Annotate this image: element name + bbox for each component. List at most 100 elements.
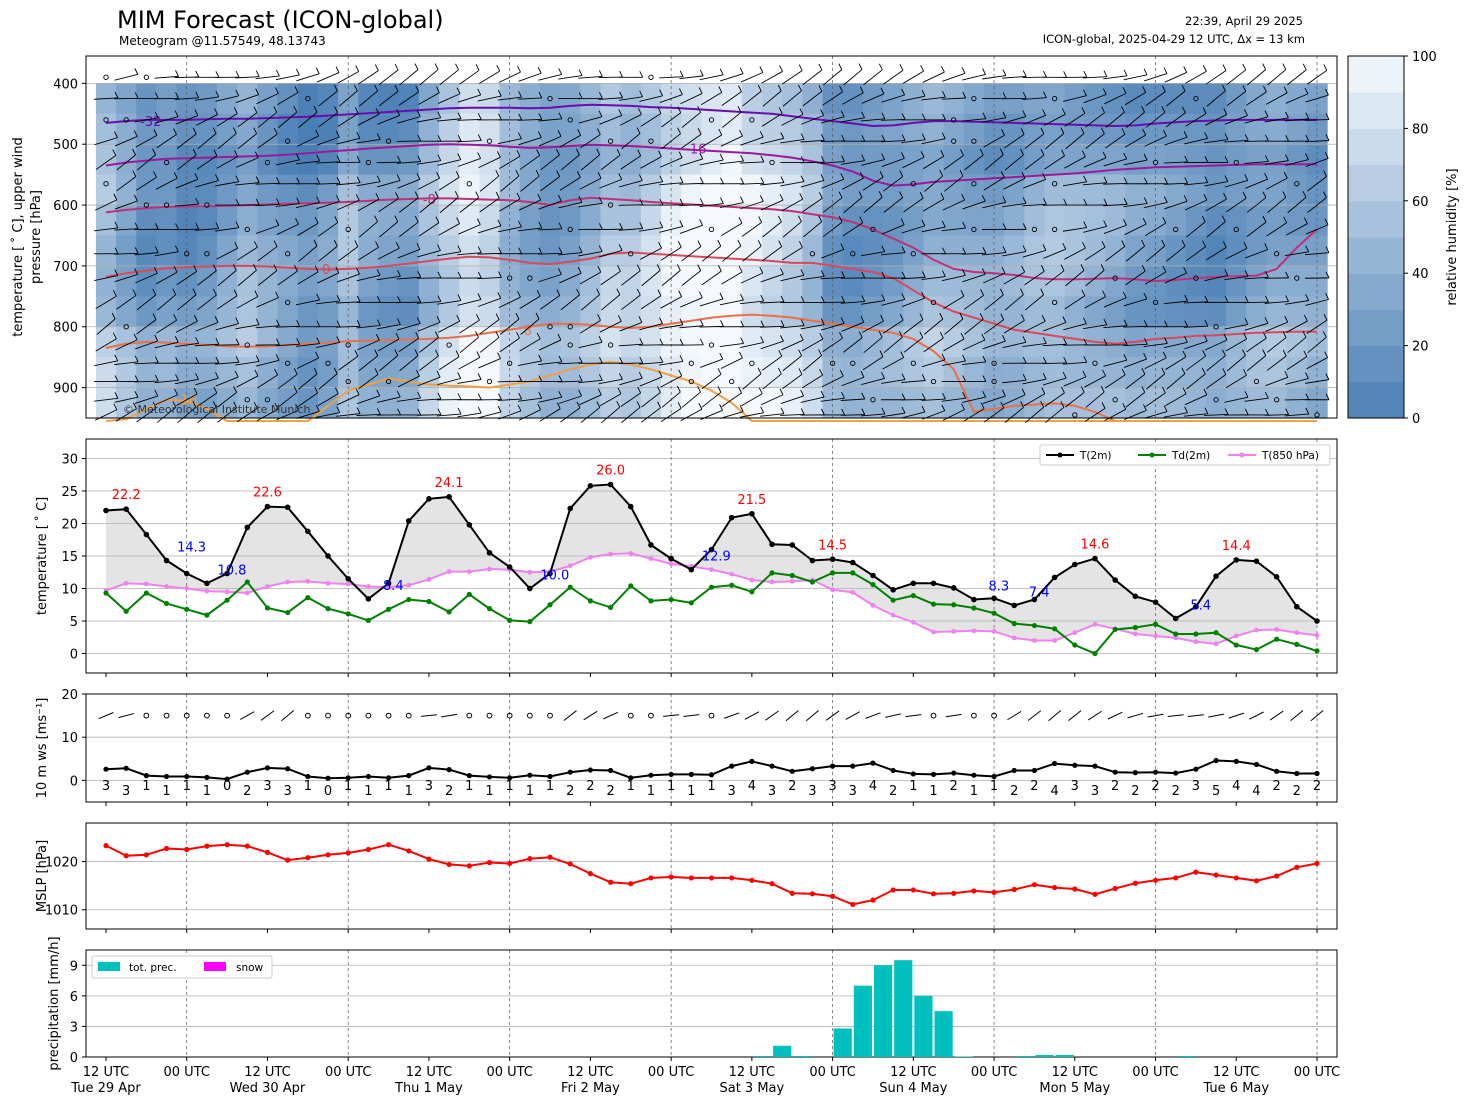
wind-speed-point [1052, 760, 1058, 767]
barb-feather [679, 355, 684, 362]
barb-shaft [782, 90, 802, 107]
barb-feather [1080, 127, 1085, 134]
barb-feather [1262, 191, 1267, 198]
wind-barb [663, 714, 680, 717]
barb-shaft [659, 76, 684, 79]
barb-feather [174, 110, 179, 117]
rh-cell [176, 326, 198, 358]
barb-feather [498, 247, 502, 254]
barb-shaft [861, 378, 885, 385]
td2m-point [285, 609, 291, 616]
barb-feather [858, 63, 863, 70]
barb-shaft [881, 140, 906, 143]
barb-feather [638, 316, 643, 323]
precip-legend [91, 955, 273, 979]
rh-cell [782, 296, 803, 328]
barb-feather [395, 192, 399, 199]
barb-feather [515, 169, 520, 177]
rh-cell [1185, 83, 1207, 115]
barb-shaft [298, 245, 318, 262]
barb-shaft [1022, 249, 1047, 258]
barb-feather [1325, 246, 1330, 253]
barb-feather [134, 355, 139, 363]
mslp-point [648, 875, 654, 881]
barb-feather [1323, 64, 1328, 71]
wind-speed-point [1092, 763, 1098, 769]
rh-cell [499, 357, 521, 389]
barb-shaft [479, 319, 500, 335]
rh-cell [156, 205, 178, 237]
td2m-point [325, 606, 331, 612]
wind-speed-point [1031, 767, 1038, 774]
y-tick-label: 15 [61, 550, 78, 565]
barb-feather [737, 106, 742, 113]
barb-feather [334, 84, 338, 92]
barb-feather [1302, 191, 1307, 198]
barb-shaft [136, 319, 157, 335]
barb-shaft [780, 413, 805, 416]
barb-feather [780, 176, 785, 183]
rh-cell [519, 144, 541, 176]
barb-shaft [478, 297, 501, 307]
barb-feather [899, 64, 904, 71]
y-tick-label: 10 [61, 583, 78, 598]
barb-feather [1061, 108, 1066, 115]
barb-shaft [1225, 374, 1247, 389]
barb-feather [901, 293, 906, 300]
barb-feather [982, 355, 987, 363]
rh-cell [1226, 174, 1247, 206]
barb-feather [273, 264, 278, 271]
barb-feather [697, 264, 702, 271]
barb-shaft [116, 176, 137, 192]
rh-cell [580, 357, 602, 389]
barb-shaft [114, 136, 138, 147]
barb-feather [1322, 331, 1327, 338]
rh-cell [1125, 296, 1147, 328]
y-tick-label: 800 [53, 321, 78, 336]
barb-feather [740, 337, 744, 344]
td2m-point [385, 606, 392, 612]
rh-cell [539, 83, 561, 115]
barb-shaft [598, 97, 623, 100]
barb-shaft [782, 355, 802, 372]
barb-shaft [619, 113, 642, 126]
rh-cell [1024, 144, 1046, 176]
barb-shaft [396, 397, 421, 402]
barb-shaft [699, 325, 724, 328]
barb-shaft [177, 406, 197, 424]
rh-cell [1084, 265, 1106, 297]
barb-shaft [519, 338, 541, 352]
barb-shaft [134, 395, 158, 404]
t2m-point [1132, 593, 1139, 600]
barb-shaft [781, 198, 803, 212]
barb-shaft [416, 301, 441, 304]
td2m-point [123, 608, 129, 614]
rh-cell [1185, 326, 1207, 358]
wind-barb [1208, 713, 1225, 718]
mslp-point [224, 842, 230, 848]
barb-feather [1285, 271, 1290, 279]
rh-cell [1286, 113, 1308, 145]
barb-feather [173, 128, 177, 135]
barb-feather [414, 215, 419, 223]
barb-feather [1283, 171, 1288, 179]
barb-feather [798, 368, 803, 375]
barb-feather [1243, 242, 1248, 249]
rh-cell [1105, 265, 1126, 297]
barb-shaft [780, 395, 804, 405]
barb-feather [275, 69, 280, 77]
barb-feather [1264, 317, 1269, 324]
barb-shaft [116, 154, 136, 171]
rh-cell [1105, 326, 1126, 358]
barb-feather [1242, 85, 1247, 92]
rh-cell [580, 326, 602, 358]
barb-shaft [295, 343, 320, 347]
rh-cell [1125, 174, 1147, 206]
rh-cell [963, 144, 985, 176]
barb-shaft [962, 396, 986, 403]
barb-shaft [236, 296, 258, 309]
rh-cell [741, 113, 763, 145]
wind-speed-point [1011, 767, 1017, 774]
barb-feather [154, 334, 159, 342]
beaufort-label: 4 [748, 779, 756, 794]
